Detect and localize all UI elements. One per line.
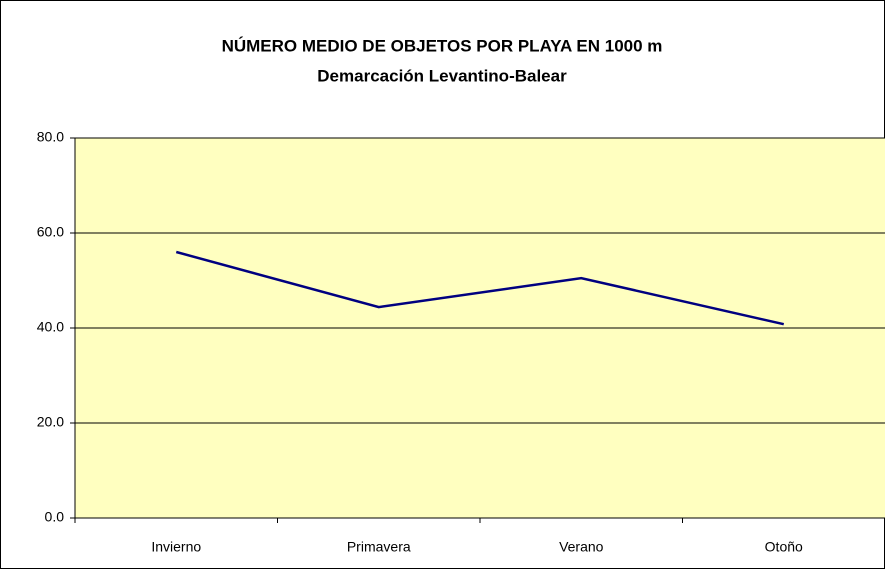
y-tick-label: 40.0 (37, 319, 64, 335)
line-series (175, 250, 785, 326)
chart-title: NÚMERO MEDIO DE OBJETOS POR PLAYA EN 100… (222, 36, 663, 55)
y-tick-label: 80.0 (37, 129, 64, 145)
y-tick-label: 0.0 (45, 509, 65, 525)
x-tick-label: Otoño (765, 539, 803, 555)
x-tick-label: Invierno (151, 539, 201, 555)
y-tick-label: 20.0 (37, 414, 64, 430)
x-tick-label: Verano (559, 539, 604, 555)
y-tick-label: 60.0 (37, 224, 64, 240)
chart-subtitle: Demarcación Levantino-Balear (317, 66, 567, 85)
x-tick-label: Primavera (347, 539, 411, 555)
